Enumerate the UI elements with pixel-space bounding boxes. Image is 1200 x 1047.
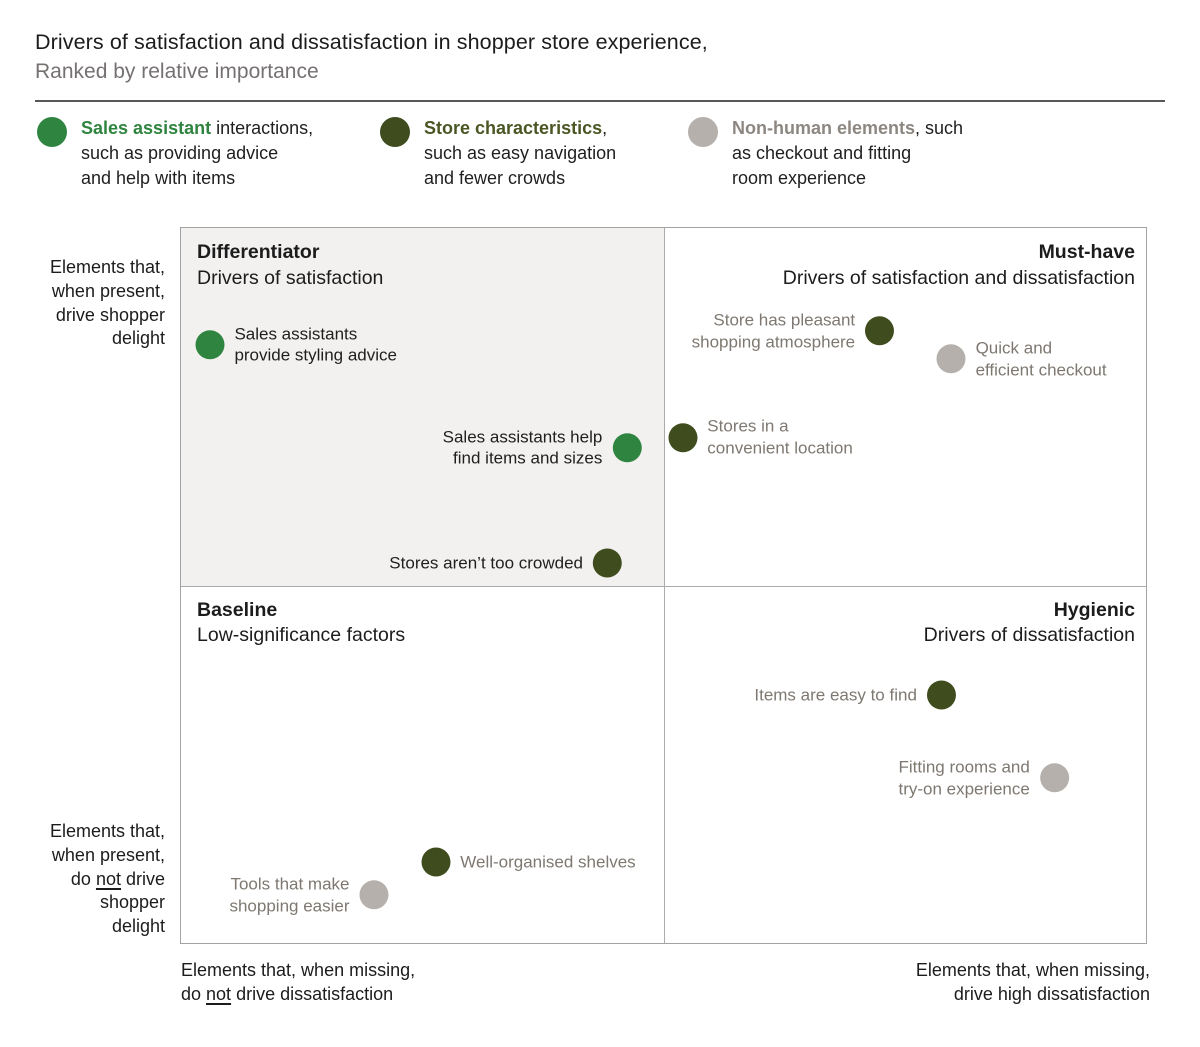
legend-item-rest: , such as easy navigation and fewer crow…	[424, 118, 617, 188]
quadrant-name: Baseline	[197, 598, 278, 621]
data-point-label: Tools that make shopping easier	[229, 874, 350, 916]
y-axis-label-top: Elements that, when present, drive shopp…	[49, 257, 165, 349]
x-axis-label-left-underline: not	[206, 984, 232, 1005]
data-point-label: Stores in a convenient location	[707, 416, 853, 458]
legend-item-text: Non-human elements, such as checkout and…	[732, 116, 963, 190]
y-axis-label-bottom-underline: not	[95, 868, 121, 889]
non-human-dot-icon	[936, 344, 966, 374]
data-point: Fitting rooms and try-on experience	[898, 756, 1069, 800]
differentiator-quadrant-shade	[181, 228, 664, 586]
store-characteristics-legend-dot-icon	[380, 117, 410, 147]
data-point-label: Fitting rooms and try-on experience	[898, 757, 1030, 798]
data-point-label: Well-organised shelves	[460, 852, 636, 872]
store-characteristics-dot-icon	[926, 680, 956, 710]
y-axis-label-bottom-post: drive shopper delight	[99, 868, 165, 937]
data-point: Store has pleasant shopping atmosphere	[692, 309, 895, 353]
x-axis-label-right: Elements that, when missing, drive high …	[915, 960, 1150, 1005]
legend-item-text: Sales assistant interactions, such as pr…	[81, 116, 313, 190]
data-point: Stores in a convenient location	[668, 416, 853, 460]
data-point-label: Store has pleasant shopping atmosphere	[691, 310, 856, 351]
matrix-horizontal-divider	[181, 585, 1146, 587]
data-point: Items are easy to find	[754, 680, 956, 710]
data-point: Sales assistants provide styling advice	[195, 323, 397, 367]
legend: Sales assistant interactions, such as pr…	[37, 116, 1108, 190]
quadrant-description: Drivers of satisfaction	[197, 266, 384, 289]
quadrant-header-hygienic: Hygienic Drivers of dissatisfaction	[924, 598, 1135, 649]
legend-item-lead: Non-human elements	[732, 118, 916, 138]
y-axis-label-bottom: Elements that, when present, do not driv…	[20, 820, 165, 939]
legend-item-sales-assistant: Sales assistant interactions, such as pr…	[37, 116, 380, 190]
store-characteristics-dot-icon	[668, 422, 698, 452]
title-divider	[35, 100, 1165, 102]
y-axis-label-bottom-pre: Elements that, when present, do	[49, 821, 165, 889]
header: Drivers of satisfaction and dissatisfact…	[35, 30, 1165, 102]
data-point-label: Items are easy to find	[754, 685, 917, 705]
legend-item-store-characteristics: Store characteristics, such as easy navi…	[380, 116, 688, 190]
x-axis-label-left: Elements that, when missing, do not driv…	[181, 958, 415, 1007]
non-human-dot-icon	[359, 880, 389, 910]
quadrant-name: Must-have	[1038, 241, 1135, 263]
non-human-dot-icon	[1039, 763, 1069, 793]
quadrant-description: Low-significance factors	[197, 624, 406, 647]
sales-assistant-dot-icon	[195, 330, 225, 360]
data-point-label: Stores aren’t too crowded	[389, 553, 584, 573]
legend-item-lead: Sales assistant	[81, 118, 212, 138]
legend-item-non-human: Non-human elements, such as checkout and…	[688, 116, 1108, 190]
non-human-legend-dot-icon	[688, 117, 718, 147]
store-characteristics-dot-icon	[865, 316, 895, 346]
store-characteristics-dot-icon	[421, 847, 451, 877]
data-point-label: Sales assistants help find items and siz…	[442, 426, 603, 468]
quadrant-header-must-have: Must-have Drivers of satisfaction and di…	[783, 240, 1135, 291]
data-point: Well-organised shelves	[421, 847, 636, 877]
quadrant-description: Drivers of dissatisfaction	[923, 624, 1135, 647]
page-subtitle: Ranked by relative importance	[35, 60, 319, 83]
data-point: Sales assistants help find items and siz…	[443, 426, 642, 470]
data-point: Stores aren’t too crowded	[389, 548, 623, 578]
quadrant-description: Drivers of satisfaction and dissatisfact…	[782, 266, 1135, 289]
legend-item-rest: , such as checkout and fitting room expe…	[732, 118, 964, 188]
x-axis-label-left-pre: Elements that, when missing, do	[181, 960, 416, 1005]
data-point-label: Quick and efficient checkout	[975, 338, 1107, 379]
data-point: Tools that make shopping easier	[229, 873, 389, 917]
page-title: Drivers of satisfaction and dissatisfact…	[35, 30, 708, 54]
quadrant-matrix: Differentiator Drivers of satisfaction M…	[180, 227, 1147, 944]
quadrant-name: Hygienic	[1053, 598, 1135, 621]
legend-item-rest: interactions, such as providing advice a…	[81, 118, 314, 188]
legend-item-lead: Store characteristics	[424, 118, 603, 138]
x-axis-label-left-post: drive dissatisfaction	[231, 984, 394, 1005]
data-point-label: Sales assistants provide styling advice	[234, 323, 397, 365]
data-point: Quick and efficient checkout	[936, 337, 1107, 381]
quadrant-header-differentiator: Differentiator Drivers of satisfaction	[197, 240, 383, 291]
store-characteristics-dot-icon	[593, 548, 623, 578]
quadrant-header-baseline: Baseline Low-significance factors	[197, 598, 405, 649]
quadrant-name: Differentiator	[197, 241, 320, 263]
sales-assistant-legend-dot-icon	[37, 117, 67, 147]
legend-item-text: Store characteristics, such as easy navi…	[424, 116, 616, 190]
sales-assistant-dot-icon	[612, 433, 642, 462]
